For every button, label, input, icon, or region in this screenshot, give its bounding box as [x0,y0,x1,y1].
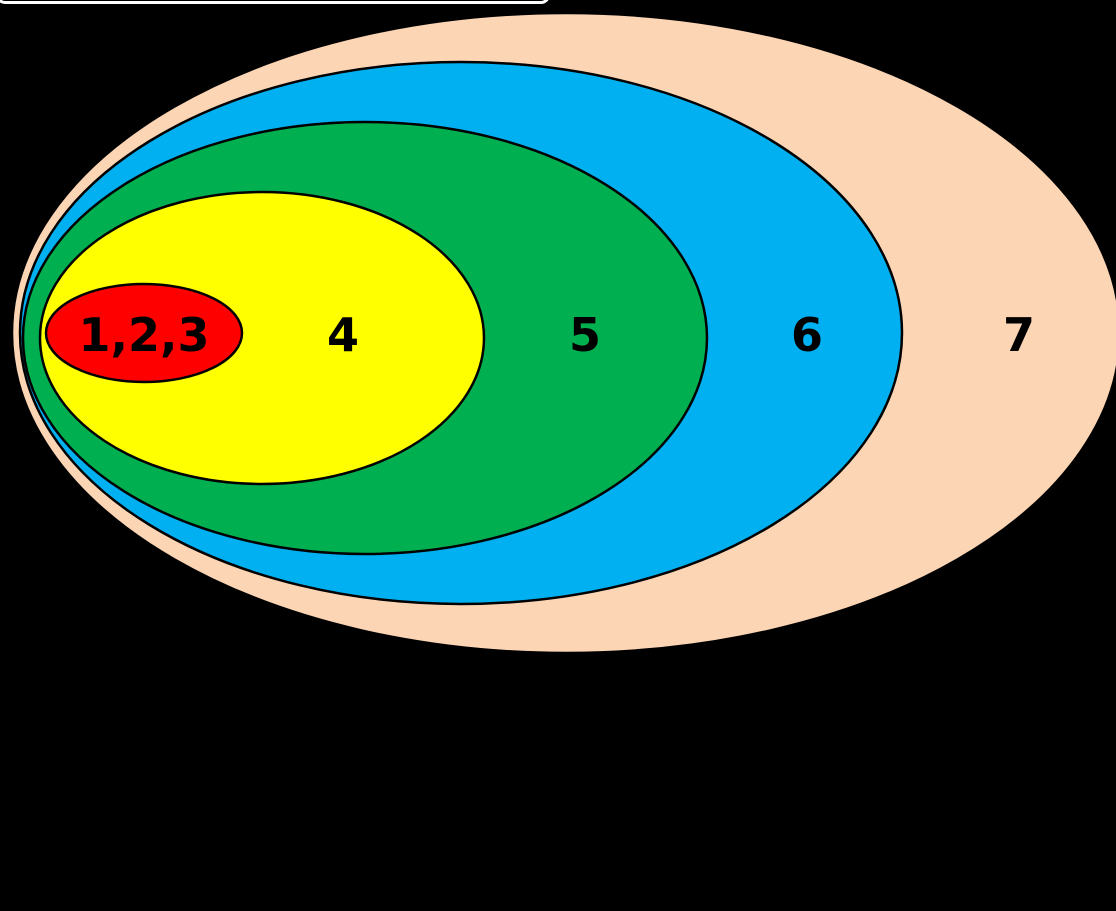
region-4-label: 4 [327,308,359,362]
region-6-label: 6 [791,308,823,362]
region-5-label: 5 [569,308,601,362]
region-123-ellipse [44,282,244,384]
region-4-ellipse [38,190,486,486]
region-7-label: 7 [1003,308,1035,362]
region-123-label: 1,2,3 [79,308,210,362]
